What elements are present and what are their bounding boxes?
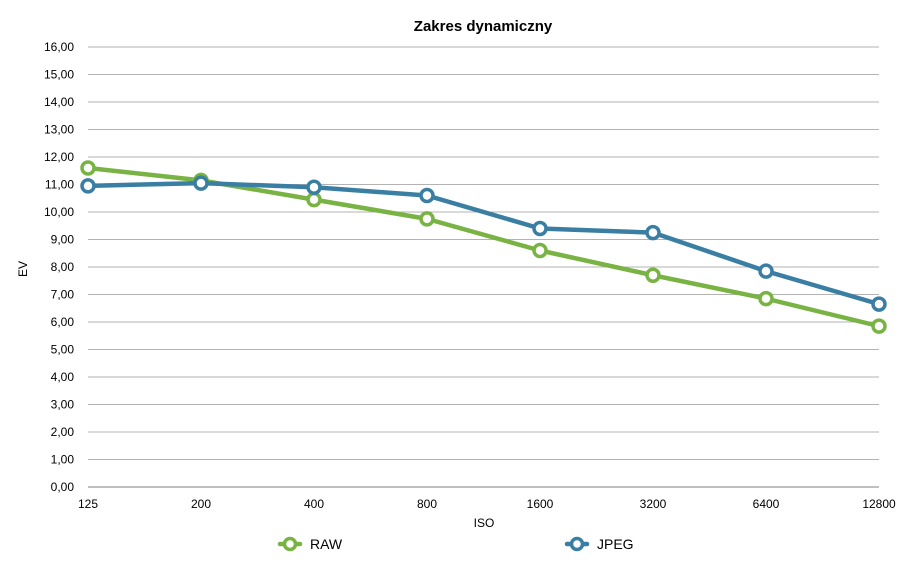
y-tick-label: 7,00 xyxy=(51,288,75,302)
data-point xyxy=(871,318,887,334)
data-point xyxy=(306,179,322,195)
series-jpeg xyxy=(80,175,887,312)
data-point xyxy=(871,296,887,312)
x-axis-ticks: 125 200 400 800 1600 3200 6400 12800 xyxy=(78,497,896,511)
data-point xyxy=(306,191,322,208)
y-tick-label: 9,00 xyxy=(51,233,75,247)
y-tick-label: 13,00 xyxy=(44,123,74,137)
legend-item: JPEG xyxy=(564,536,634,552)
data-point xyxy=(532,220,548,237)
data-point xyxy=(758,263,774,279)
data-point xyxy=(80,160,96,176)
x-tick-label: 6400 xyxy=(753,497,780,511)
x-tick-label: 800 xyxy=(417,497,437,511)
chart-title: Zakres dynamiczny xyxy=(414,18,553,35)
y-tick-label: 8,00 xyxy=(51,260,75,274)
y-tick-label: 6,00 xyxy=(51,315,75,329)
data-point xyxy=(645,267,661,283)
legend-marker xyxy=(569,536,585,552)
y-tick-label: 1,00 xyxy=(51,453,75,467)
data-point xyxy=(80,178,96,194)
x-tick-label: 12800 xyxy=(862,497,896,511)
data-point xyxy=(193,175,209,191)
x-tick-label: 200 xyxy=(191,497,211,511)
y-tick-label: 11,00 xyxy=(45,178,74,192)
data-point xyxy=(758,290,774,307)
y-tick-label: 0,00 xyxy=(51,480,75,494)
x-tick-label: 3200 xyxy=(640,497,667,511)
y-tick-label: 5,00 xyxy=(51,343,75,357)
data-point xyxy=(645,224,661,241)
series-lines xyxy=(80,160,887,334)
y-tick-label: 2,00 xyxy=(51,425,75,439)
data-point xyxy=(419,187,435,204)
data-point xyxy=(532,242,548,259)
y-tick-label: 16,00 xyxy=(44,40,74,54)
legend: RAW JPEG xyxy=(277,536,634,552)
y-tick-label: 4,00 xyxy=(51,370,75,384)
y-tick-label: 12,00 xyxy=(44,150,74,164)
y-tick-label: 10,00 xyxy=(44,205,74,219)
data-point xyxy=(419,211,435,227)
y-axis-ticks: 0,00 1,00 2,00 3,00 4,00 5,00 6,00 7,00 8,00 9,00… xyxy=(44,40,74,494)
legend-label: JPEG xyxy=(597,536,634,552)
series-line xyxy=(85,180,882,307)
y-axis-label: EV xyxy=(16,261,30,277)
legend-label: RAW xyxy=(310,536,343,552)
x-tick-label: 1600 xyxy=(527,497,554,511)
x-tick-label: 125 xyxy=(78,497,98,511)
y-tick-label: 15,00 xyxy=(44,68,74,82)
x-tick-label: 400 xyxy=(304,497,324,511)
y-tick-label: 14,00 xyxy=(44,95,74,109)
x-axis-label: ISO xyxy=(474,516,495,530)
legend-item: RAW xyxy=(277,536,343,552)
y-tick-label: 3,00 xyxy=(51,398,75,412)
legend-marker xyxy=(282,536,298,552)
